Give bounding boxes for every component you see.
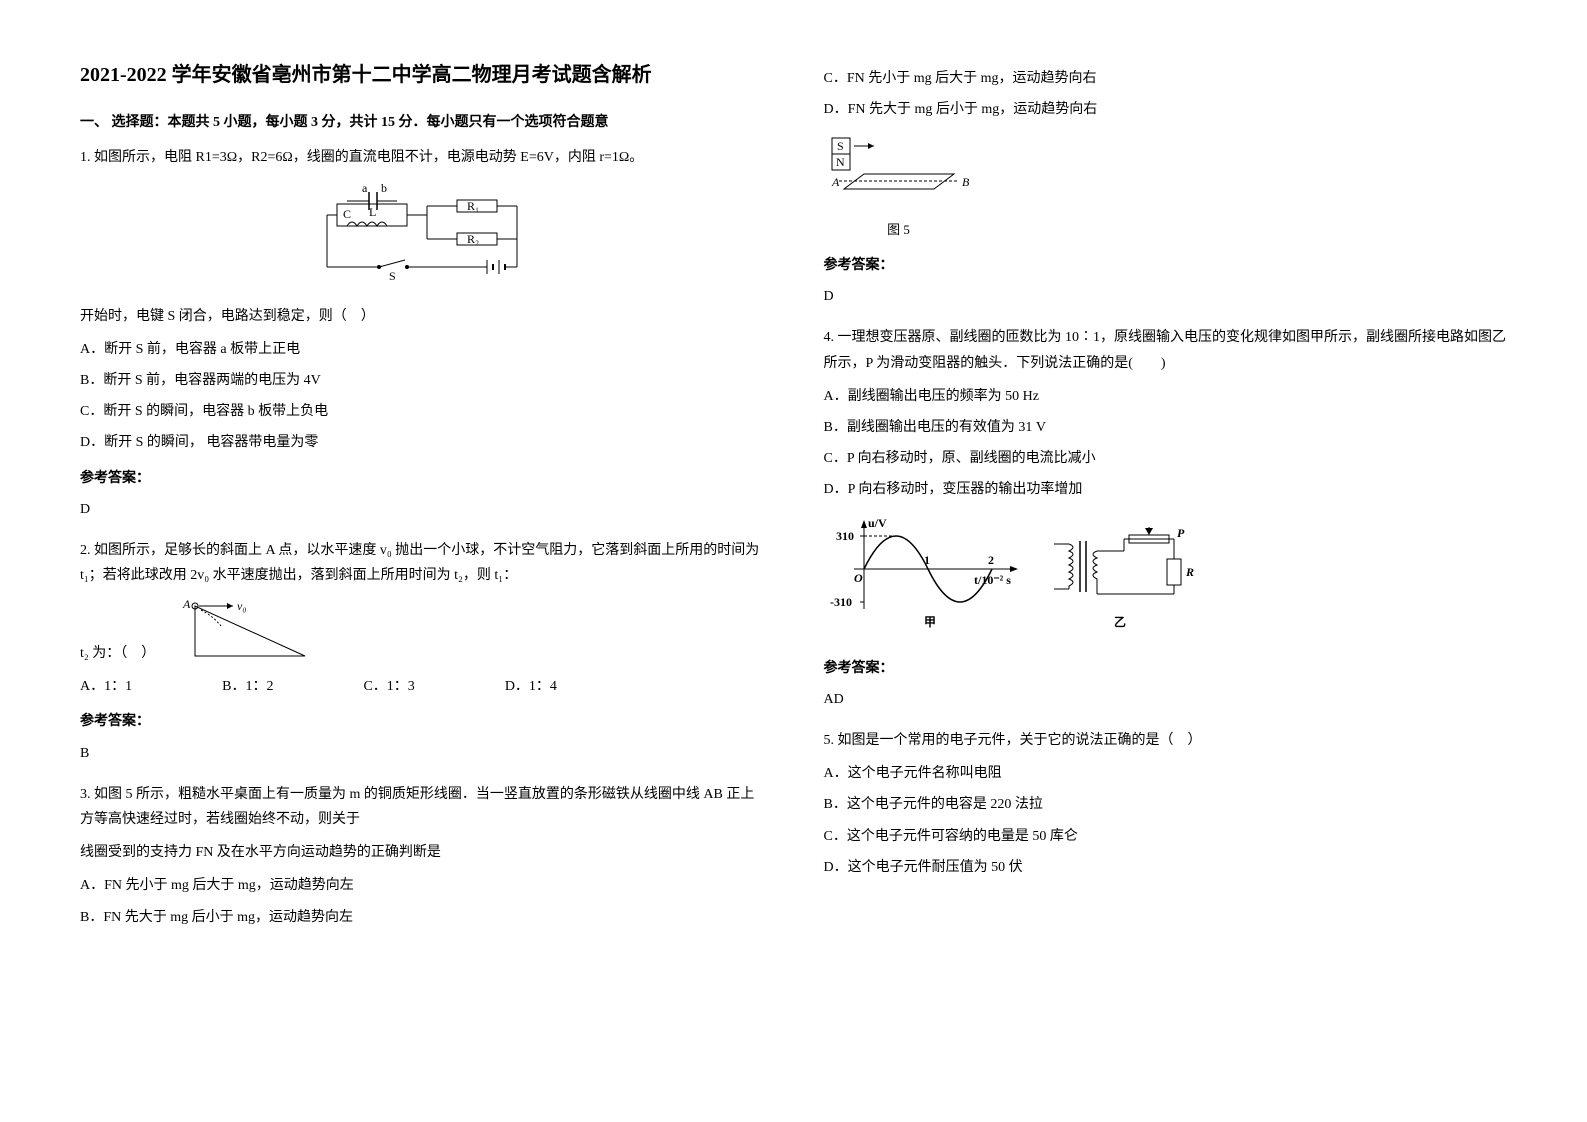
right-column: C．FN 先小于 mg 后大于 mg，运动趋势向右 D．FN 先大于 mg 后小…: [824, 60, 1508, 944]
q1-optA: A．断开 S 前，电容器 a 板带上正电: [80, 337, 764, 362]
q4-optA: A．副线圈输出电压的频率为 50 Hz: [824, 384, 1508, 409]
question-5: 5. 如图是一个常用的电子元件，关于它的说法正确的是（ ） A．这个电子元件名称…: [824, 728, 1508, 880]
q3-answer: D: [824, 284, 1508, 309]
q5-stem: 5. 如图是一个常用的电子元件，关于它的说法正确的是（ ）: [824, 728, 1508, 753]
label-P: P: [1177, 526, 1185, 540]
q3-stem1: 3. 如图 5 所示，粗糙水平桌面上有一质量为 m 的铜质矩形线圈．当一竖直放置…: [80, 782, 764, 832]
y-axis-label: u/V: [868, 516, 887, 530]
question-1: 1. 如图所示，电阻 R1=3Ω，R2=6Ω，线圈的直流电阻不计，电源电动势 E…: [80, 145, 764, 522]
fig5-label: 图 5: [824, 218, 974, 241]
q3-ref-label: 参考答案：: [824, 253, 1508, 278]
q2-options: A．1：1 B．1：2 C．1：3 D．1：4: [80, 674, 764, 699]
label-B-coil: B: [962, 175, 970, 189]
label-A-incline: A: [182, 597, 191, 611]
label-b: b: [381, 182, 387, 195]
label-v0: v₀: [237, 599, 247, 613]
q3-optB: B．FN 先大于 mg 后小于 mg，运动趋势向左: [80, 905, 764, 930]
label-R2: R₂: [467, 232, 479, 246]
q1-ref-label: 参考答案：: [80, 466, 764, 491]
label-L: L: [369, 205, 376, 219]
q1-stem2: 开始时，电键 S 闭合，电路达到稳定，则（ ）: [80, 304, 764, 329]
q1-optC: C．断开 S 的瞬间，电容器 b 板带上负电: [80, 399, 764, 424]
question-3-part2: C．FN 先小于 mg 后大于 mg，运动趋势向右 D．FN 先大于 mg 后小…: [824, 66, 1508, 309]
label-a: a: [362, 182, 368, 195]
exam-title: 2021-2022 学年安徽省亳州市第十二中学高二物理月考试题含解析: [80, 60, 764, 90]
q4-ref-label: 参考答案：: [824, 656, 1508, 681]
label-R1: R₁: [467, 199, 479, 213]
q2-optB: B．1：2: [222, 674, 273, 699]
q4-stem: 4. 一理想变压器原、副线圈的匝数比为 10∶1，原线圈输入电压的变化规律如图甲…: [824, 325, 1508, 375]
circuit-svg: a b C L R₁: [307, 182, 537, 282]
q4-answer: AD: [824, 687, 1508, 712]
q1-circuit-figure: a b C L R₁: [80, 182, 764, 291]
q3-optD: D．FN 先大于 mg 后小于 mg，运动趋势向右: [824, 97, 1508, 122]
magnet-svg: S N A B: [824, 134, 974, 206]
label-R: R: [1185, 565, 1194, 579]
caption-right: 乙: [1114, 615, 1126, 629]
question-4: 4. 一理想变压器原、副线圈的匝数比为 10∶1，原线圈输入电压的变化规律如图甲…: [824, 325, 1508, 712]
incline-svg: A v₀: [165, 596, 325, 666]
q5-optC: C．这个电子元件可容纳的电量是 50 库仑: [824, 824, 1508, 849]
q4-optB: B．副线圈输出电压的有效值为 31 V: [824, 415, 1508, 440]
q1-answer: D: [80, 497, 764, 522]
q5-optD: D．这个电子元件耐压值为 50 伏: [824, 855, 1508, 880]
q5-optB: B．这个电子元件的电容是 220 法拉: [824, 792, 1508, 817]
label-mag-N: N: [836, 155, 845, 169]
q4-optC: C．P 向右移动时，原、副线圈的电流比减小: [824, 446, 1508, 471]
q2-optC: C．1：3: [363, 674, 414, 699]
label-S: S: [389, 269, 396, 282]
q1-optB: B．断开 S 前，电容器两端的电压为 4V: [80, 368, 764, 393]
q2-answer: B: [80, 741, 764, 766]
q2-stem: 2. 如图所示，足够长的斜面上 A 点，以水平速度 v₀ 抛出一个小球，不计空气…: [80, 538, 764, 588]
y-tick-310: 310: [836, 529, 854, 543]
label-mag-S: S: [837, 139, 844, 153]
x-tick-1: 1: [924, 553, 930, 567]
svg-text:O: O: [854, 571, 863, 585]
q1-stem: 1. 如图所示，电阻 R1=3Ω，R2=6Ω，线圈的直流电阻不计，电源电动势 E…: [80, 145, 764, 170]
caption-left: 甲: [924, 615, 936, 629]
q2-ref-label: 参考答案：: [80, 709, 764, 734]
waveform-transformer-svg: u/V t/10⁻² s 310 -310 1 2 O 甲: [824, 514, 1204, 634]
label-A-coil: A: [831, 175, 840, 189]
question-2: 2. 如图所示，足够长的斜面上 A 点，以水平速度 v₀ 抛出一个小球，不计空气…: [80, 538, 764, 766]
q4-figure: u/V t/10⁻² s 310 -310 1 2 O 甲: [824, 514, 1508, 643]
question-3-part1: 3. 如图 5 所示，粗糙水平桌面上有一质量为 m 的铜质矩形线圈．当一竖直放置…: [80, 782, 764, 930]
y-tick-neg310: -310: [830, 595, 852, 609]
x-tick-2: 2: [988, 553, 994, 567]
q4-optD: D．P 向右移动时，变压器的输出功率增加: [824, 477, 1508, 502]
q3-optC: C．FN 先小于 mg 后大于 mg，运动趋势向右: [824, 66, 1508, 91]
page-container: 2021-2022 学年安徽省亳州市第十二中学高二物理月考试题含解析 一、 选择…: [80, 60, 1507, 944]
left-column: 2021-2022 学年安徽省亳州市第十二中学高二物理月考试题含解析 一、 选择…: [80, 60, 764, 944]
q1-optD: D．断开 S 的瞬间， 电容器带电量为零: [80, 430, 764, 455]
q3-optA: A．FN 先小于 mg 后大于 mg，运动趋势向左: [80, 873, 764, 898]
q2-optA: A．1：1: [80, 674, 132, 699]
q5-optA: A．这个电子元件名称叫电阻: [824, 761, 1508, 786]
x-axis-label: t/10⁻² s: [974, 573, 1011, 587]
q2-optD: D．1：4: [505, 674, 557, 699]
q2-stem2: t₂ 为：（ ）: [80, 641, 155, 666]
q3-figure: S N A B 图 5: [824, 134, 1508, 241]
q3-stem2: 线圈受到的支持力 FN 及在水平方向运动趋势的正确判断是: [80, 840, 764, 865]
section-1-header: 一、 选择题：本题共 5 小题，每小题 3 分，共计 15 分．每小题只有一个选…: [80, 110, 764, 135]
label-C: C: [343, 207, 351, 221]
